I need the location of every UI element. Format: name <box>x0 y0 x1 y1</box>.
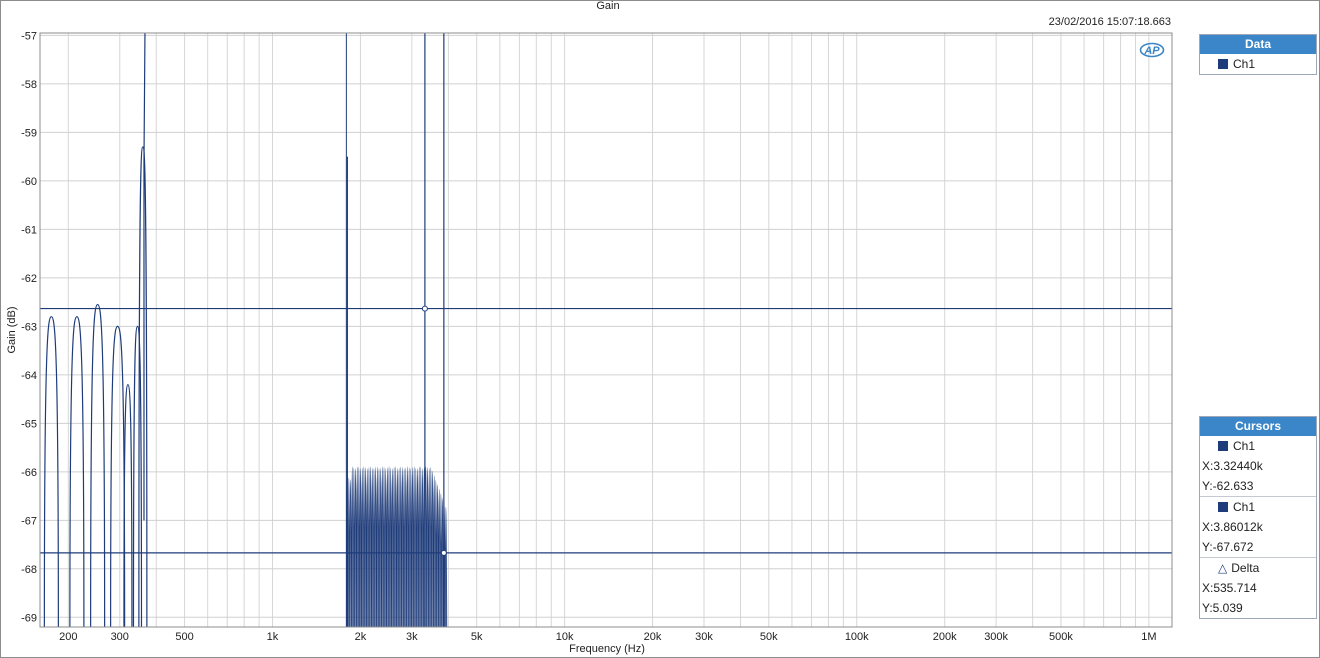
y-tick-label: -69 <box>21 612 37 624</box>
cursor-lines <box>40 33 1172 627</box>
ch1-swatch-icon <box>1218 59 1228 69</box>
series-ch1 <box>43 33 448 627</box>
plot-frame <box>39 32 1173 628</box>
y-tick-label: -68 <box>21 564 37 576</box>
x-tick-label: 30k <box>695 631 713 643</box>
cursor-2-marker <box>440 549 447 556</box>
svg-text:AP: AP <box>1143 45 1160 57</box>
data-panel: Data Ch1 <box>1199 34 1317 75</box>
delta-x: X:535.714 <box>1202 581 1257 595</box>
y-tick-label: -62 <box>21 273 37 285</box>
cursor1-channel[interactable]: Ch1 <box>1200 436 1316 456</box>
x-tick-label: 10k <box>556 631 574 643</box>
cursor2-x: X:3.86012k <box>1202 520 1263 534</box>
y-tick-label: -61 <box>21 224 37 236</box>
lobe <box>43 316 59 627</box>
y-tick-label: -66 <box>21 467 37 479</box>
chart-title: Gain <box>596 0 620 12</box>
gain-plot[interactable]: -57 -58 -59 -60 -61 -62 -63 -64 -65 -66 -67 -68 -69 2… <box>0 0 1190 658</box>
grid <box>40 33 1172 627</box>
lobe <box>69 316 85 627</box>
x-tick-label: 200 <box>59 631 77 643</box>
cursor2-channel[interactable]: Ch1 <box>1200 497 1316 517</box>
delta-row: △ Delta <box>1200 558 1316 578</box>
lobe <box>132 325 143 627</box>
y-tick-label: -67 <box>21 515 37 527</box>
lobe <box>110 325 126 627</box>
data-legend-ch1[interactable]: Ch1 <box>1200 54 1316 74</box>
x-tick-label: 100k <box>845 631 869 643</box>
y-tick-label: -57 <box>21 30 37 42</box>
cursor1-y: Y:-62.633 <box>1202 479 1254 493</box>
ch1-swatch-icon <box>1218 502 1228 512</box>
lobe <box>90 303 106 627</box>
x-tick-label: 5k <box>471 631 483 643</box>
y-tick-label: -58 <box>21 79 37 91</box>
delta-y: Y:5.039 <box>1202 601 1243 615</box>
delta-icon: △ <box>1218 561 1228 575</box>
rise-line <box>143 33 146 521</box>
cursor1-x: X:3.32440k <box>1202 459 1263 473</box>
x-tick-label: 20k <box>644 631 662 643</box>
x-tick-label: 50k <box>760 631 778 643</box>
x-tick-label: 1k <box>267 631 279 643</box>
timestamp: 23/02/2016 15:07:18.663 <box>1048 16 1171 28</box>
y-tick-label: -64 <box>21 370 37 382</box>
ch1-swatch-icon <box>1218 441 1228 451</box>
x-tick-label: 500 <box>175 631 193 643</box>
cursor-1-marker <box>421 305 428 312</box>
x-axis-label: Frequency (Hz) <box>569 643 645 655</box>
cursors-panel-title: Cursors <box>1200 417 1316 436</box>
plot-area <box>40 33 1172 627</box>
y-axis-label: Gain (dB) <box>6 306 18 353</box>
x-tick-label: 300 <box>111 631 129 643</box>
x-tick-label: 2k <box>355 631 367 643</box>
x-tick-label: 300k <box>984 631 1008 643</box>
ap-logo: AP <box>1139 41 1165 59</box>
y-tick-label: -60 <box>21 176 37 188</box>
y-tick-label: -65 <box>21 418 37 430</box>
cursor2-y: Y:-67.672 <box>1202 540 1254 554</box>
lobe <box>123 383 133 627</box>
lobe <box>138 146 148 627</box>
y-tick-label: -63 <box>21 321 37 333</box>
data-panel-title: Data <box>1200 35 1316 54</box>
x-tick-label: 200k <box>933 631 957 643</box>
axes: -57 -58 -59 -60 -61 -62 -63 -64 -65 -66 -67 -68 -69 2… <box>21 30 1173 643</box>
x-tick-label: 1M <box>1141 631 1156 643</box>
y-tick-label: -59 <box>21 127 37 139</box>
x-tick-label: 500k <box>1049 631 1073 643</box>
cursors-panel: Cursors Ch1 X:3.32440k Y:-62.633 Ch1 X:3… <box>1199 416 1317 619</box>
x-tick-label: 3k <box>406 631 418 643</box>
